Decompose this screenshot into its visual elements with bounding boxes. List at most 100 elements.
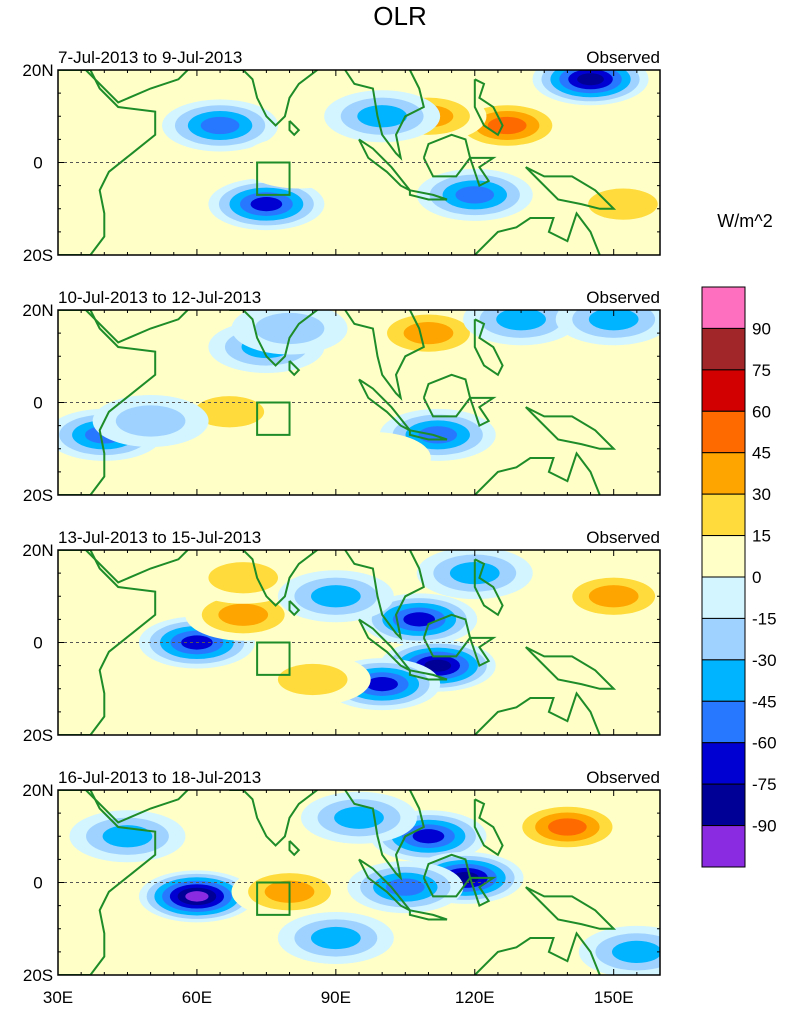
y-tick-label: 20S	[23, 486, 53, 505]
map-panel-4: 20N 0 20S 16-Jul-2013 to 18-Jul-2013 Observe…	[22, 768, 661, 985]
anomaly-field	[58, 310, 660, 495]
reference-box	[256, 161, 291, 196]
y-tick-label: 20N	[22, 781, 53, 800]
coastline	[408, 909, 448, 921]
anomaly-contour	[588, 310, 639, 331]
coastline	[408, 189, 448, 201]
coastline	[358, 378, 411, 432]
coastline	[229, 310, 318, 367]
coastline	[85, 310, 189, 344]
colorbar-label: 45	[752, 444, 771, 463]
panel-period-label: 10-Jul-2013 to 12-Jul-2013	[58, 288, 261, 307]
coastline	[474, 691, 601, 735]
anomaly-contour	[588, 188, 658, 220]
coastline	[344, 790, 425, 881]
coastline	[85, 790, 189, 824]
coastline	[229, 70, 318, 127]
anomaly-contour	[208, 562, 279, 594]
coastline	[473, 78, 504, 137]
anomaly-contour	[577, 73, 604, 86]
colorbar-swatch	[701, 825, 746, 868]
colorbar-label: -30	[752, 651, 777, 670]
panel-tag-label: Observed	[586, 48, 660, 67]
reference-box	[256, 881, 291, 916]
colorbar-swatch	[701, 535, 746, 578]
colorbar-swatch	[701, 369, 746, 412]
coastline	[473, 318, 504, 377]
colorbar-swatch	[701, 493, 746, 537]
coastline	[474, 211, 601, 255]
x-tick-label: 120E	[455, 988, 495, 1007]
coastline	[469, 876, 497, 908]
coastline	[422, 613, 472, 658]
x-tick-label: 150E	[594, 988, 634, 1007]
y-tick-label: 20N	[22, 61, 53, 80]
coastline	[85, 550, 189, 584]
colorbar-label: 30	[752, 485, 771, 504]
colorbar-label: -75	[752, 775, 777, 794]
coastline	[288, 120, 301, 137]
panel-tag-label: Observed	[586, 528, 660, 547]
anomaly-contour	[334, 806, 384, 829]
coastline	[524, 166, 617, 210]
anomaly-contour	[314, 432, 431, 484]
colorbar-label: -45	[752, 692, 777, 711]
reference-box	[256, 641, 291, 676]
anomaly-contour	[310, 926, 361, 950]
anomaly-field	[58, 550, 660, 735]
colorbar-label: -15	[752, 609, 777, 628]
anomaly-contour	[487, 116, 527, 135]
coastline	[58, 310, 157, 495]
anomaly-contour	[611, 940, 660, 964]
colorbar-swatch	[701, 742, 746, 785]
colorbar-swatch	[701, 452, 746, 495]
colorbar-swatch	[701, 410, 746, 454]
coastline	[474, 451, 601, 495]
anomaly-contour	[403, 321, 454, 345]
x-tick-label: 90E	[321, 988, 351, 1007]
colorbar-swatch	[701, 576, 746, 619]
y-tick-label: 0	[33, 874, 42, 893]
anomaly-contour	[588, 585, 639, 608]
colorbar-label: -90	[752, 817, 777, 836]
coastline	[524, 646, 617, 690]
anomaly-contour	[218, 603, 269, 626]
coastline	[473, 558, 504, 617]
colorbar-swatch	[701, 659, 746, 702]
coastline	[58, 70, 157, 255]
panel-tag-label: Observed	[586, 288, 660, 307]
coastline	[344, 310, 425, 401]
coastline	[358, 858, 411, 912]
units-label: W/m^2	[717, 211, 772, 231]
anomaly-contour	[412, 829, 445, 844]
coastline	[58, 790, 157, 975]
map-panel-2: 20N 0 20S 10-Jul-2013 to 12-Jul-2013 Observe…	[22, 288, 661, 505]
anomaly-contour	[496, 310, 546, 331]
coastline	[58, 550, 157, 735]
map-panel-1: 20N 0 20S 7-Jul-2013 to 9-Jul-2013 Observed	[22, 48, 661, 265]
reference-box	[256, 401, 291, 436]
anomaly-contour	[403, 612, 436, 627]
anomaly-contour	[277, 663, 348, 696]
y-tick-label: 20S	[23, 246, 53, 265]
colorbar-swatch	[701, 327, 746, 371]
coastline	[344, 70, 425, 161]
anomaly-contour	[357, 105, 408, 128]
coastline	[469, 396, 497, 428]
colorbar-swatch	[701, 286, 746, 329]
anomaly-contour	[194, 396, 265, 428]
anomaly-contour	[424, 659, 452, 672]
anomaly-contour	[115, 405, 186, 437]
anomaly-contour	[200, 116, 240, 135]
coastline	[474, 931, 601, 975]
coastline	[408, 669, 448, 681]
coastline	[229, 790, 318, 847]
colorbar-label: 0	[752, 568, 761, 587]
anomaly-contour	[310, 585, 361, 608]
y-tick-label: 20S	[23, 726, 53, 745]
panel-period-label: 13-Jul-2013 to 15-Jul-2013	[58, 528, 261, 547]
coastline	[229, 550, 318, 607]
coastline	[422, 853, 472, 898]
anomaly-field	[58, 790, 660, 975]
